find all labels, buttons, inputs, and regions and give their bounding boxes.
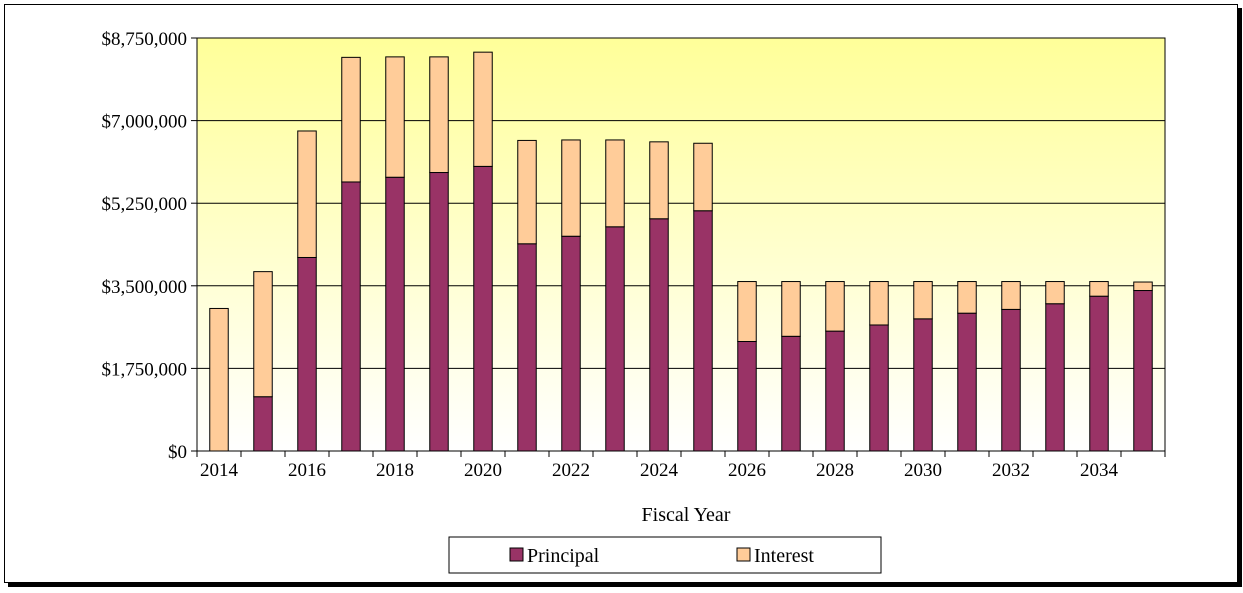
- bar-interest-2032: [1001, 281, 1021, 310]
- x-tick-label: 2020: [464, 460, 502, 481]
- bar-interest-2014: [209, 307, 229, 452]
- legend-box: [448, 536, 882, 574]
- x-tick-label: 2022: [552, 460, 590, 481]
- bar-interest-2026: [737, 281, 757, 342]
- bar-principal-2020: [473, 165, 493, 452]
- bar-principal-2033: [1045, 303, 1065, 452]
- x-tick-label: 2026: [728, 460, 766, 481]
- legend-swatch-interest: [736, 547, 751, 562]
- bar-interest-2024: [649, 141, 669, 220]
- bar-interest-2022: [561, 139, 581, 237]
- bar-interest-2016: [297, 130, 317, 258]
- x-tick-label: 2028: [816, 460, 854, 481]
- bar-interest-2033: [1045, 281, 1065, 305]
- bar-principal-2035: [1133, 290, 1153, 452]
- bar-interest-2031: [957, 281, 977, 314]
- bar-interest-2030: [913, 281, 933, 320]
- y-tick-label: $1,750,000: [102, 359, 188, 380]
- bar-interest-2019: [429, 56, 449, 174]
- bar-interest-2027: [781, 281, 801, 337]
- x-tick-label: 2018: [376, 460, 414, 481]
- y-tick-label: $0: [168, 442, 187, 463]
- bar-interest-2035: [1133, 281, 1153, 292]
- bar-principal-2034: [1089, 295, 1109, 452]
- legend-swatch-principal: [509, 547, 524, 562]
- bar-principal-2017: [341, 181, 361, 452]
- x-tick-label: 2016: [288, 460, 326, 481]
- bar-interest-2029: [869, 281, 889, 326]
- bar-principal-2015: [253, 396, 273, 452]
- axes: [191, 37, 1166, 457]
- bar-principal-2030: [913, 318, 933, 452]
- bar-principal-2021: [517, 243, 537, 452]
- bar-principal-2025: [693, 210, 713, 452]
- bar-interest-2028: [825, 281, 845, 332]
- bar-interest-2017: [341, 56, 361, 183]
- bar-interest-2015: [253, 271, 273, 398]
- bar-interest-2034: [1089, 281, 1109, 297]
- bar-interest-2020: [473, 51, 493, 167]
- bar-principal-2031: [957, 312, 977, 452]
- bar-principal-2032: [1001, 308, 1021, 452]
- y-tick-label: $5,250,000: [102, 194, 188, 215]
- bar-principal-2026: [737, 340, 757, 452]
- x-tick-label: 2024: [640, 460, 679, 481]
- legend-label-principal: Principal: [527, 545, 600, 567]
- bar-interest-2023: [605, 139, 625, 228]
- y-tick-label: $3,500,000: [102, 277, 188, 298]
- x-tick-label: 2032: [992, 460, 1030, 481]
- x-tick-label: 2034: [1080, 460, 1119, 481]
- bar-principal-2024: [649, 218, 669, 452]
- x-tick-label: 2030: [904, 460, 942, 481]
- bar-principal-2028: [825, 330, 845, 452]
- x-tick-labels: 2014 2016 2018 2020 2022 2024 2026 2028 2030 2032…: [200, 460, 1119, 481]
- legend-label-interest: Interest: [754, 545, 814, 567]
- bar-principal-2018: [385, 176, 405, 452]
- bar-interest-2018: [385, 56, 405, 178]
- bar-principal-2022: [561, 235, 581, 452]
- bar-principal-2019: [429, 172, 449, 452]
- bars: [209, 51, 1153, 452]
- y-tick-labels: $0 $1,750,000 $3,500,000 $5,250,000 $7,000,0…: [102, 29, 188, 463]
- y-tick-label: $7,000,000: [102, 112, 188, 133]
- y-tick-label: $8,750,000: [102, 29, 188, 50]
- bar-principal-2027: [781, 335, 801, 452]
- legend: Principal Interest: [448, 536, 882, 574]
- bar-principal-2016: [297, 256, 317, 452]
- bar-interest-2025: [693, 142, 713, 212]
- bar-principal-2029: [869, 324, 889, 452]
- bar-principal-2023: [605, 226, 625, 452]
- x-axis-title: Fiscal Year: [642, 504, 731, 526]
- x-tick-label: 2014: [200, 460, 239, 481]
- bar-interest-2021: [517, 139, 537, 245]
